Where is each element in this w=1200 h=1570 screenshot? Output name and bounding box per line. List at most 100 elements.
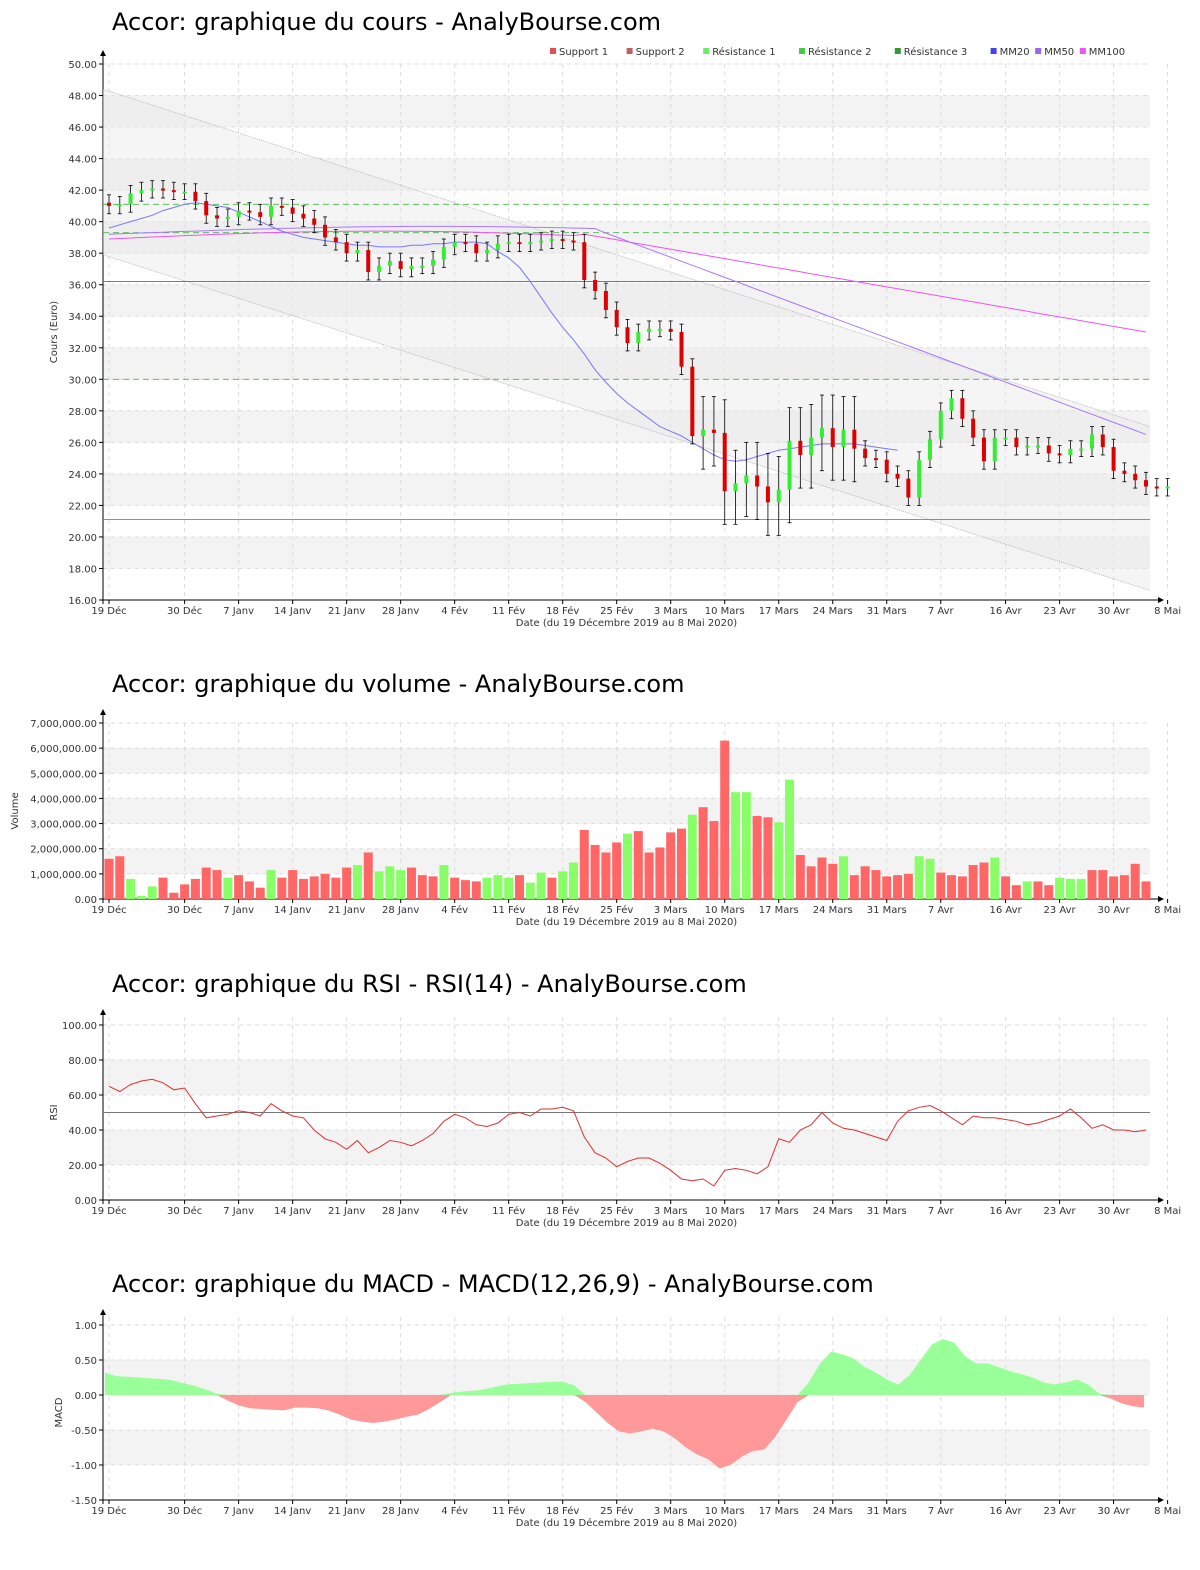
- rsi-ylabel: RSI: [49, 1104, 60, 1120]
- price-xtick-label: 18 Fév: [546, 605, 579, 617]
- volume-xtick-label: 4 Fév: [441, 904, 468, 916]
- candle-body: [927, 439, 932, 460]
- volume-bar: [1033, 881, 1043, 899]
- price-xtick-label: 30 Avr: [1098, 606, 1131, 617]
- volume-chart: 0.00 1,000,000.00 2,000,000.00 3,000,000.00…: [10, 709, 1181, 928]
- candle-body: [1057, 453, 1062, 456]
- candle-body: [992, 437, 997, 462]
- volume-bar: [957, 876, 967, 899]
- volume-xtick-label: 18 Fév: [546, 904, 579, 916]
- volume-xtick-label: 11 Fév: [492, 904, 525, 916]
- trend-lower-line: [102, 254, 1151, 591]
- volume-bar: [731, 792, 741, 899]
- volume-ytick-label: 7,000,000.00: [30, 719, 97, 730]
- legend-swatch: [550, 48, 556, 54]
- price-ytick-label: 32.00: [68, 344, 97, 355]
- volume-bar: [115, 856, 125, 899]
- rsi-xtick-label: 30 Avr: [1098, 1206, 1131, 1217]
- price-ytick-label: 48.00: [68, 92, 97, 103]
- volume-bar: [320, 873, 330, 899]
- rsi-xtick-label: 21 Janv: [328, 1206, 365, 1217]
- volume-bar: [1098, 870, 1108, 899]
- mm100-line: [108, 230, 1147, 333]
- volume-bar: [180, 884, 190, 899]
- volume-xtick-label: 7 Janv: [223, 905, 254, 916]
- volume-bar: [514, 875, 524, 899]
- volume-ytick-label: 1,000,000.00: [30, 870, 97, 881]
- legend-label: MM100: [1089, 47, 1125, 58]
- volume-bar: [450, 877, 460, 899]
- price-ytick-label: 22.00: [68, 501, 97, 512]
- candle-body: [636, 332, 641, 344]
- volume-bar: [774, 822, 784, 899]
- volume-xtick-label: 7 Avr: [928, 905, 955, 916]
- volume-bar: [493, 875, 503, 899]
- macd-xtick-label: 28 Janv: [382, 1506, 419, 1517]
- candle-body: [441, 246, 446, 260]
- volume-xtick-label: 24 Mars: [813, 905, 853, 916]
- rsi-chart-title: Accor: graphique du RSI - RSI(14) - Anal…: [112, 970, 747, 998]
- candle-body: [906, 478, 911, 498]
- macd-xlabel: Date (du 19 Décembre 2019 au 8 Mai 2020): [516, 1517, 738, 1529]
- candle-body: [1046, 445, 1051, 454]
- rsi-ytick-label: 0.00: [75, 1196, 97, 1207]
- volume-bar: [255, 887, 265, 899]
- rsi-xtick-label: 28 Janv: [382, 1206, 419, 1217]
- price-xtick-label: 11 Fév: [492, 605, 525, 617]
- volume-bar: [136, 895, 146, 899]
- volume-bar: [828, 863, 838, 899]
- candle-body: [917, 459, 922, 498]
- price-xlabel: Date (du 19 Décembre 2019 au 8 Mai 2020): [516, 617, 738, 629]
- candle-body: [1154, 486, 1159, 489]
- macd-xtick-label: 4 Fév: [441, 1505, 468, 1517]
- macd-ytick-label: -1.00: [71, 1461, 97, 1472]
- volume-bar: [687, 814, 697, 899]
- volume-bar: [504, 877, 514, 899]
- candle-body: [182, 191, 187, 194]
- candle-body: [679, 332, 684, 367]
- price-ytick-label: 24.00: [68, 470, 97, 481]
- rsi-xtick-label: 10 Mars: [705, 1206, 745, 1217]
- volume-bar: [936, 872, 946, 899]
- legend-swatch: [990, 48, 997, 54]
- candle-body: [949, 398, 954, 411]
- candle-body: [387, 261, 392, 266]
- volume-bar: [925, 858, 935, 899]
- price-xtick-label: 25 Fév: [600, 605, 633, 617]
- volume-bar: [677, 828, 687, 899]
- volume-ytick-label: 2,000,000.00: [30, 845, 97, 856]
- candle-body: [981, 437, 986, 462]
- price-ytick-label: 26.00: [68, 438, 97, 449]
- macd-y-arrow: [100, 1309, 106, 1315]
- price-ytick-label: 50.00: [68, 60, 97, 71]
- macd-ytick-label: 0.50: [75, 1356, 97, 1367]
- volume-bar: [1022, 881, 1032, 899]
- volume-ytick-label: 6,000,000.00: [30, 744, 97, 755]
- rsi-xtick-label: 18 Fév: [546, 1205, 579, 1217]
- candle-body: [269, 205, 274, 217]
- candle-body: [1100, 434, 1105, 448]
- candle-body: [495, 243, 500, 251]
- candle-body: [1122, 470, 1127, 474]
- candle-body: [593, 279, 598, 292]
- price-xtick-label: 19 Déc: [91, 605, 126, 617]
- price-ytick-label: 18.00: [68, 564, 97, 575]
- candle-body: [225, 216, 230, 219]
- rsi-xtick-label: 30 Déc: [167, 1205, 202, 1217]
- volume-xtick-label: 19 Déc: [91, 904, 126, 916]
- candle-body: [485, 250, 490, 254]
- price-ytick-label: 20.00: [68, 533, 97, 544]
- macd-ylabel: MACD: [54, 1397, 65, 1427]
- rsi-ytick-label: 80.00: [68, 1056, 97, 1067]
- price-xtick-label: 28 Janv: [382, 606, 419, 617]
- macd-xtick-label: 11 Fév: [492, 1505, 525, 1517]
- legend-label: Support 2: [636, 47, 685, 58]
- price-chart: 16.00 18.00 20.00 22.00 24.00 26.00 28.00 30.00…: [49, 46, 1181, 629]
- volume-band: [103, 798, 1150, 824]
- volume-bar: [968, 865, 978, 899]
- price-ytick-label: 40.00: [68, 218, 97, 229]
- price-ytick-label: 36.00: [68, 281, 97, 292]
- macd-positive-area: [105, 1339, 1144, 1395]
- volume-bar: [277, 877, 287, 899]
- mm50-line: [108, 225, 1147, 435]
